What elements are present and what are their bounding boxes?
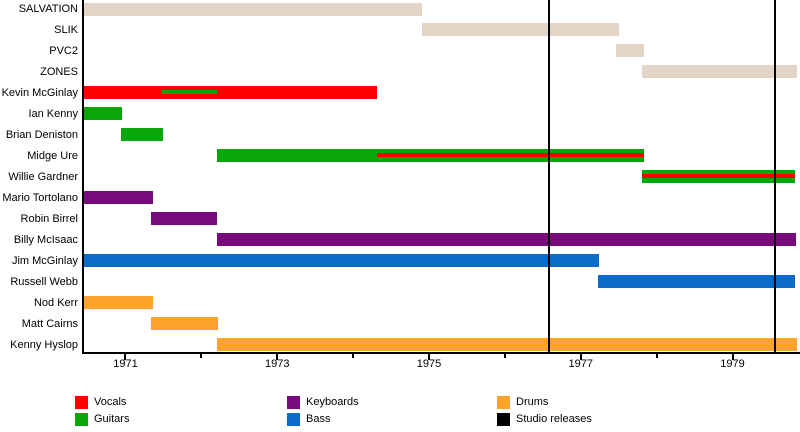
row-label-ian-kenny: Ian Kenny xyxy=(28,107,78,120)
legend-swatch-keyboards xyxy=(287,396,300,409)
bar-mario-tortolano-keyboards xyxy=(83,191,153,205)
x-tick-1972 xyxy=(200,354,203,358)
bar-ian-kenny-guitars xyxy=(83,107,122,121)
row-label-pvc2: PVC2 xyxy=(49,44,78,57)
legend-label-vocals: Vocals xyxy=(94,396,127,408)
row-label-kevin-mcginlay: Kevin McGinlay xyxy=(1,86,78,99)
stripe-willie-gardner-vocals xyxy=(642,174,795,179)
x-tick-label-1971: 1971 xyxy=(113,358,138,370)
legend-label-bass: Bass xyxy=(306,413,331,425)
x-tick-label-1979: 1979 xyxy=(720,358,745,370)
row-label-russell-webb: Russell Webb xyxy=(10,275,78,288)
bar-nod-kerr-drums xyxy=(83,296,153,310)
x-tick-1974 xyxy=(352,354,355,358)
x-tick-1973 xyxy=(276,354,279,360)
row-label-nod-kerr: Nod Kerr xyxy=(33,296,78,309)
bar-matt-cairns-drums xyxy=(150,317,219,331)
row-label-willie-gardner: Willie Gardner xyxy=(8,170,78,183)
bar-russell-webb-bass xyxy=(598,275,795,289)
stripe-kevin-mcginlay-guitars xyxy=(161,90,218,95)
row-label-salvation: SALVATION xyxy=(18,3,78,15)
x-tick-1977 xyxy=(579,354,582,360)
legend-swatch-guitars xyxy=(75,413,88,426)
legend-label-studio: Studio releases xyxy=(516,413,592,425)
row-label-mario-tortolano: Mario Tortolano xyxy=(2,191,78,204)
row-label-robin-birrel: Robin Birrel xyxy=(20,212,78,225)
x-tick-1975 xyxy=(427,354,430,360)
row-label-jim-mcginlay: Jim McGinlay xyxy=(11,254,78,267)
x-tick-1971 xyxy=(124,354,127,360)
bar-brian-deniston-guitars xyxy=(120,128,164,142)
bar-slik-band xyxy=(422,23,619,37)
bar-jim-mcginlay-bass xyxy=(83,254,599,268)
bar-robin-birrel-keyboards xyxy=(151,212,218,226)
x-tick-1976 xyxy=(503,354,506,358)
bar-kenny-hyslop-drums xyxy=(216,338,797,352)
bar-zones-band xyxy=(642,65,797,79)
legend-label-keyboards: Keyboards xyxy=(306,396,359,408)
legend-swatch-vocals xyxy=(75,396,88,409)
bar-midge-ure-guitars xyxy=(217,149,645,163)
studio-release-line-1 xyxy=(547,0,550,352)
x-tick-1979 xyxy=(731,354,734,360)
stripe-midge-ure-vocals xyxy=(376,153,645,158)
legend-swatch-drums xyxy=(497,396,510,409)
bar-willie-gardner-guitars xyxy=(642,170,795,184)
studio-release-line-2 xyxy=(773,0,776,352)
x-tick-label-1975: 1975 xyxy=(416,358,442,370)
x-tick-label-1977: 1977 xyxy=(568,358,593,370)
x-axis-line xyxy=(82,352,800,354)
y-axis-line xyxy=(82,0,84,352)
legend-label-guitars: Guitars xyxy=(94,413,130,425)
row-label-kenny-hyslop: Kenny Hyslop xyxy=(10,338,78,351)
row-label-zones: ZONES xyxy=(40,65,78,78)
row-label-midge-ure: Midge Ure xyxy=(27,149,78,162)
bar-salvation-band xyxy=(83,2,423,16)
row-label-matt-cairns: Matt Cairns xyxy=(21,317,78,330)
legend-label-drums: Drums xyxy=(516,396,549,408)
row-label-brian-deniston: Brian Deniston xyxy=(5,128,78,141)
row-label-slik: SLIK xyxy=(54,23,78,36)
row-label-billy-mcisaac: Billy McIsaac xyxy=(13,233,78,246)
x-tick-1978 xyxy=(655,354,658,358)
bar-billy-mcisaac-keyboards xyxy=(216,233,797,247)
x-tick-label-1973: 1973 xyxy=(264,358,290,370)
legend-swatch-studio xyxy=(497,413,510,426)
legend-swatch-bass xyxy=(287,413,300,426)
bar-pvc2-band xyxy=(616,44,645,58)
bar-kevin-mcginlay-vocals xyxy=(83,86,377,100)
